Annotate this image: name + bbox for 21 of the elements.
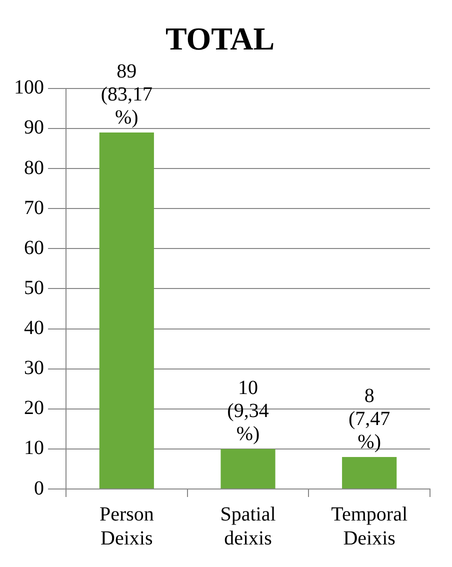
y-tick-label: 10: [24, 437, 44, 460]
y-tick-label: 100: [14, 76, 44, 99]
y-tick-label: 20: [24, 397, 44, 420]
data-label: 89 (83,17 %): [100, 60, 153, 129]
y-tick-label: 40: [24, 317, 44, 340]
chart-title: TOTAL: [165, 20, 275, 56]
y-tick-label: 60: [24, 236, 44, 259]
x-tick-label: Temporal Deixis: [331, 503, 408, 550]
data-label: 10 (9,34 %): [227, 377, 269, 446]
y-tick-label: 80: [24, 156, 44, 179]
y-tick-label: 50: [24, 276, 44, 299]
y-tick-label: 70: [24, 196, 44, 219]
bar: [99, 132, 154, 488]
y-tick-label: 90: [24, 116, 44, 139]
x-tick-label: Person Deixis: [99, 503, 154, 550]
bar: [342, 456, 397, 488]
x-tick-label: Spatial deixis: [220, 503, 276, 550]
y-tick-label: 0: [34, 477, 44, 500]
y-tick-label: 30: [24, 357, 44, 380]
data-label: 8 (7,47 %): [348, 385, 390, 454]
bar: [220, 448, 276, 488]
